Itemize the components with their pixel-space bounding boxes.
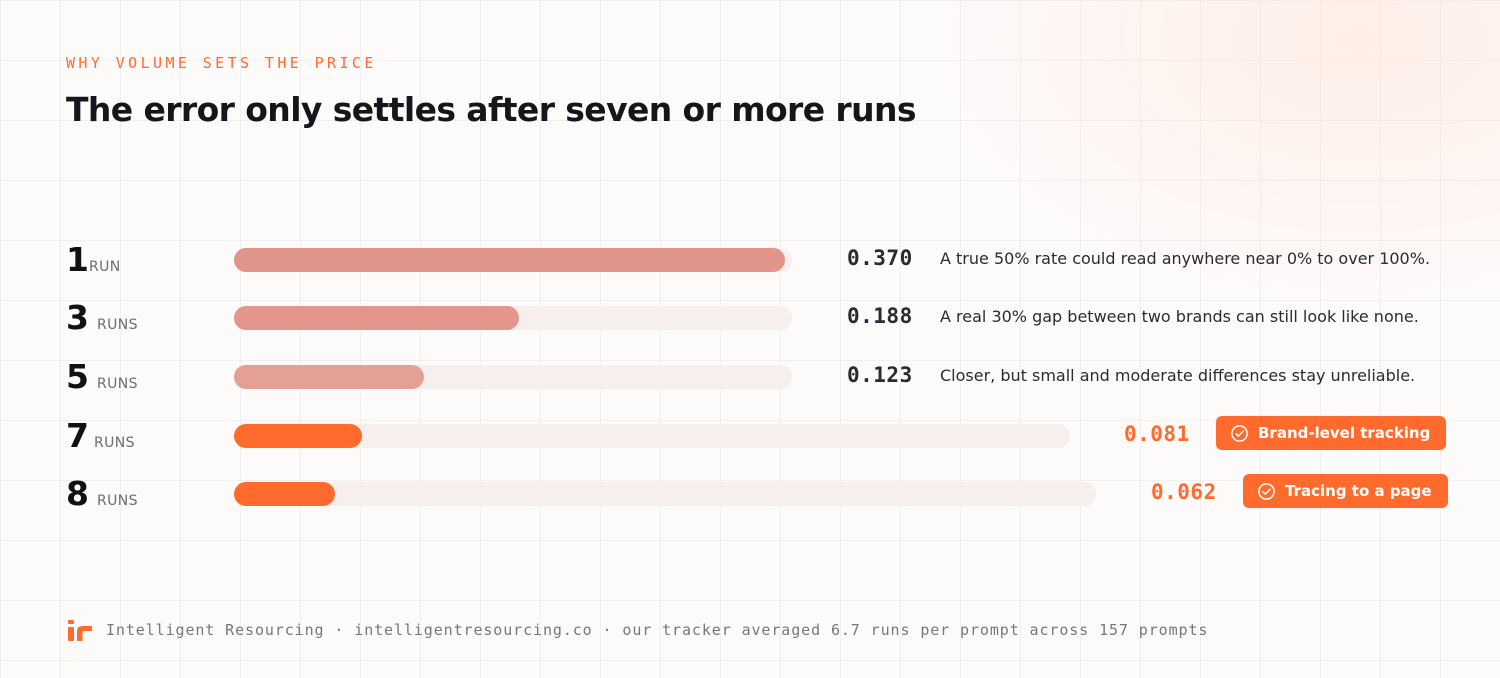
run-count-label: 8: [66, 474, 89, 513]
footer: Intelligent Resourcing · intelligentreso…: [66, 617, 1208, 643]
chart-row-7: 7 RUNS 0.081 Brand-level tracking: [0, 416, 1500, 456]
row-note: A real 30% gap between two brands can st…: [940, 307, 1419, 326]
bar-value-label: 0.081: [1124, 422, 1190, 446]
run-count-label: 7: [66, 416, 89, 455]
chart-row-3: 3 RUNS 0.188 A real 30% gap between two …: [0, 298, 1500, 338]
chart-row-5: 5 RUNS 0.123 Closer, but small and moder…: [0, 357, 1500, 397]
bar: [234, 482, 335, 506]
bar: [234, 365, 424, 389]
bar: [234, 248, 785, 272]
chart-row-1: 1 RUN 0.370 A true 50% rate could read a…: [0, 240, 1500, 280]
ir-logo-icon: [68, 620, 92, 641]
bar-track: [234, 482, 1096, 506]
check-circle-icon: [1258, 482, 1275, 500]
bar-value-label: 0.188: [847, 304, 913, 328]
run-unit-label: RUNS: [97, 376, 138, 392]
brand-level-tracking-badge: Brand-level tracking: [1216, 416, 1447, 450]
bar-track: [234, 424, 1070, 448]
bar-value-label: 0.123: [847, 363, 913, 387]
badge-label: Brand-level tracking: [1258, 424, 1431, 442]
eyebrow-label: WHY VOLUME SETS THE PRICE: [66, 54, 377, 72]
bar-value-label: 0.062: [1151, 480, 1217, 504]
run-unit-label: RUNS: [97, 317, 138, 333]
run-unit-label: RUNS: [94, 435, 135, 451]
run-unit-label: RUN: [89, 259, 121, 275]
row-note: A true 50% rate could read anywhere near…: [940, 249, 1431, 268]
bar: [234, 424, 362, 448]
badge-label: Tracing to a page: [1285, 482, 1432, 500]
bar: [234, 306, 519, 330]
tracing-to-a-page-badge: Tracing to a page: [1243, 474, 1448, 508]
run-count-label: 5: [66, 357, 89, 396]
run-count-label: 3: [66, 298, 89, 337]
row-note: Closer, but small and moderate differenc…: [940, 366, 1416, 385]
bar-value-label: 0.370: [847, 246, 913, 270]
chart-title: The error only settles after seven or mo…: [66, 90, 917, 129]
run-unit-label: RUNS: [97, 493, 138, 509]
check-circle-icon: [1231, 424, 1248, 442]
chart-row-8: 8 RUNS 0.062 Tracing to a page: [0, 474, 1500, 514]
footer-text: Intelligent Resourcing · intelligentreso…: [106, 621, 1209, 639]
run-count-label: 1: [66, 240, 89, 279]
